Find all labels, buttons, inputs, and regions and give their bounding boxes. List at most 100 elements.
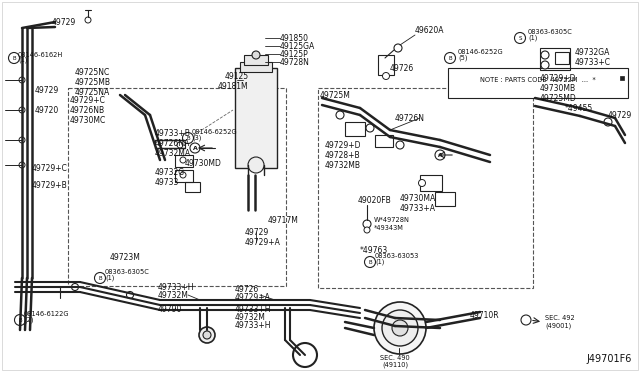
- Text: 49720: 49720: [35, 106, 60, 115]
- Circle shape: [374, 302, 426, 354]
- Bar: [435, 192, 455, 206]
- Bar: [620, 76, 624, 80]
- Bar: [240, 62, 272, 72]
- Text: 49125GA: 49125GA: [280, 42, 316, 51]
- Text: 08146-6162H: 08146-6162H: [18, 52, 63, 58]
- Text: 49733+H: 49733+H: [158, 283, 195, 292]
- Text: 49733+H: 49733+H: [235, 321, 271, 330]
- Text: 49729: 49729: [35, 86, 60, 94]
- Circle shape: [177, 142, 183, 148]
- Text: 49726: 49726: [235, 285, 259, 295]
- Text: SEC. 490: SEC. 490: [380, 355, 410, 361]
- Text: 49732MA: 49732MA: [155, 148, 191, 157]
- Circle shape: [366, 124, 374, 132]
- Text: 49726NB: 49726NB: [70, 106, 105, 115]
- Text: 49732M: 49732M: [235, 314, 266, 323]
- Text: 491850: 491850: [280, 33, 309, 42]
- Circle shape: [85, 17, 91, 23]
- Text: (1): (1): [105, 275, 115, 281]
- Text: 49725NC: 49725NC: [75, 67, 110, 77]
- Text: 08363-63053: 08363-63053: [375, 253, 419, 259]
- Circle shape: [8, 52, 19, 64]
- Circle shape: [363, 220, 371, 228]
- Text: 49125P: 49125P: [280, 49, 308, 58]
- Text: A: A: [438, 153, 442, 158]
- Text: 49729+C: 49729+C: [32, 164, 68, 173]
- Bar: [540, 48, 570, 70]
- Bar: [318, 88, 533, 288]
- Text: 49733: 49733: [155, 177, 179, 186]
- Circle shape: [19, 162, 25, 168]
- Text: (49001): (49001): [545, 323, 572, 329]
- Circle shape: [72, 283, 79, 291]
- Text: J49701F6: J49701F6: [587, 354, 632, 364]
- Text: 49728N: 49728N: [280, 58, 310, 67]
- Text: 49732GA: 49732GA: [575, 48, 611, 57]
- Text: 49620A: 49620A: [415, 26, 445, 35]
- Bar: [375, 135, 393, 147]
- Circle shape: [248, 157, 264, 173]
- Text: 49729: 49729: [245, 228, 269, 237]
- Circle shape: [541, 51, 549, 59]
- Circle shape: [336, 111, 344, 119]
- Text: 49725M: 49725M: [320, 90, 351, 99]
- Text: NOTE : PARTS CODE  49722M  ...  *: NOTE : PARTS CODE 49722M ... *: [480, 77, 596, 83]
- Circle shape: [521, 315, 531, 325]
- Text: 49730MB: 49730MB: [540, 83, 576, 93]
- Circle shape: [203, 331, 211, 339]
- Circle shape: [15, 314, 26, 326]
- Text: W*49728N: W*49728N: [374, 217, 410, 223]
- Text: 49729+D: 49729+D: [540, 74, 577, 83]
- Circle shape: [365, 257, 376, 267]
- Text: 08146-6122G: 08146-6122G: [24, 311, 70, 317]
- Text: (1): (1): [528, 35, 538, 41]
- Text: 49729+A: 49729+A: [235, 294, 271, 302]
- Text: 49723M: 49723M: [110, 253, 141, 263]
- Text: 49733+B: 49733+B: [155, 128, 191, 138]
- Circle shape: [19, 107, 25, 113]
- Circle shape: [604, 118, 612, 126]
- Bar: [185, 182, 200, 192]
- Text: 49729+B: 49729+B: [32, 180, 68, 189]
- Text: 49733+A: 49733+A: [400, 203, 436, 212]
- Text: 49728+B: 49728+B: [325, 151, 360, 160]
- Bar: [155, 140, 185, 148]
- Bar: [448, 68, 628, 98]
- Text: (1): (1): [375, 259, 385, 265]
- Circle shape: [396, 141, 404, 149]
- Circle shape: [382, 310, 418, 346]
- Text: 49725MB: 49725MB: [75, 77, 111, 87]
- Circle shape: [392, 320, 408, 336]
- Circle shape: [180, 172, 186, 178]
- Circle shape: [190, 143, 200, 153]
- Text: A: A: [193, 146, 197, 151]
- Text: 49730MA: 49730MA: [400, 193, 436, 202]
- Text: 49732MB: 49732MB: [325, 160, 361, 170]
- Text: 49729+C: 49729+C: [70, 96, 106, 105]
- Text: 49729: 49729: [608, 110, 632, 119]
- Text: 49020FB: 49020FB: [358, 196, 392, 205]
- Bar: [175, 155, 193, 167]
- Circle shape: [394, 44, 402, 52]
- Text: (5): (5): [458, 55, 467, 61]
- Text: SEC. 492: SEC. 492: [545, 315, 575, 321]
- Text: 08363-6305C: 08363-6305C: [105, 269, 150, 275]
- Circle shape: [419, 180, 426, 186]
- Text: (2): (2): [24, 317, 33, 323]
- Circle shape: [127, 292, 134, 298]
- Text: 49790: 49790: [158, 305, 182, 314]
- Text: 49726: 49726: [390, 64, 414, 73]
- Text: (1): (1): [18, 57, 28, 63]
- Text: 49181M: 49181M: [218, 81, 248, 90]
- Circle shape: [364, 227, 370, 233]
- Text: B: B: [368, 260, 372, 265]
- Circle shape: [19, 137, 25, 143]
- Circle shape: [515, 32, 525, 44]
- Text: B: B: [12, 56, 16, 61]
- Text: 08146-6252G: 08146-6252G: [458, 49, 504, 55]
- Text: B: B: [98, 276, 102, 281]
- Text: 49725NA: 49725NA: [75, 87, 110, 96]
- Text: 49730MD: 49730MD: [185, 158, 222, 167]
- Text: B: B: [448, 56, 452, 61]
- Bar: [555, 52, 569, 64]
